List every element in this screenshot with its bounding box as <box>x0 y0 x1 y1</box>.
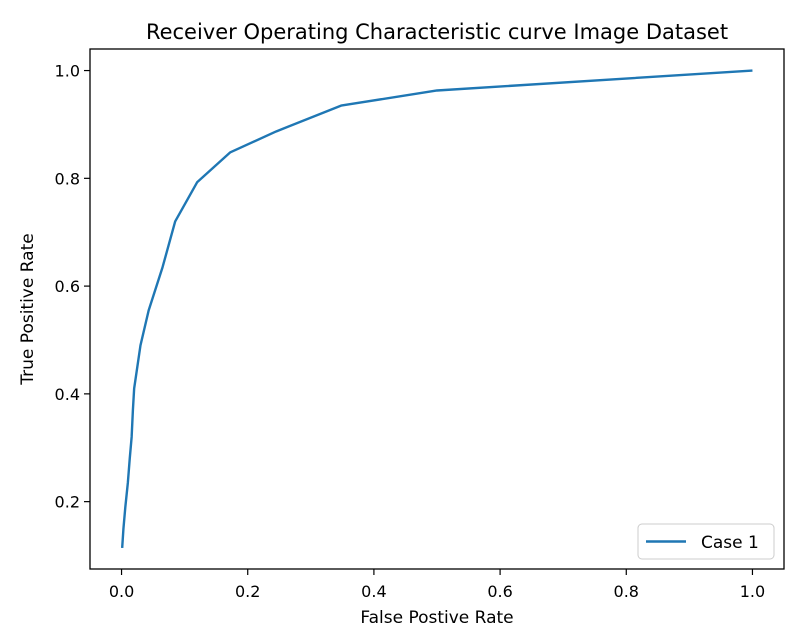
x-tick-label: 0.0 <box>109 582 134 601</box>
y-tick-label: 1.0 <box>55 62 80 81</box>
plot-area <box>120 69 753 549</box>
legend-box <box>637 523 775 560</box>
y-tick-label: 0.6 <box>55 277 80 296</box>
plot-frame <box>89 48 785 570</box>
x-tick-label: 0.6 <box>487 582 512 601</box>
x-tick-label: 0.2 <box>235 582 260 601</box>
series-line-1 <box>120 69 753 549</box>
chart-title: Receiver Operating Characteristic curve … <box>146 20 728 44</box>
legend: Case 1 <box>637 523 775 560</box>
x-tick-label: 0.8 <box>614 582 639 601</box>
legend-label-case-1: Case 1 <box>701 533 759 553</box>
y-axis-label: True Positive Rate <box>18 233 38 385</box>
x-axis-label: False Postive Rate <box>360 608 513 628</box>
x-tick-label: 1.0 <box>740 582 765 601</box>
y-tick-label: 0.2 <box>55 493 80 512</box>
y-axis: 0.2 0.4 0.6 0.8 1.0 <box>55 62 90 512</box>
y-tick-label: 0.8 <box>55 169 80 188</box>
x-axis: 0.0 0.2 0.4 0.6 0.8 1.0 <box>109 569 765 601</box>
y-tick-label: 0.4 <box>55 385 80 404</box>
x-tick-label: 0.4 <box>361 582 386 601</box>
